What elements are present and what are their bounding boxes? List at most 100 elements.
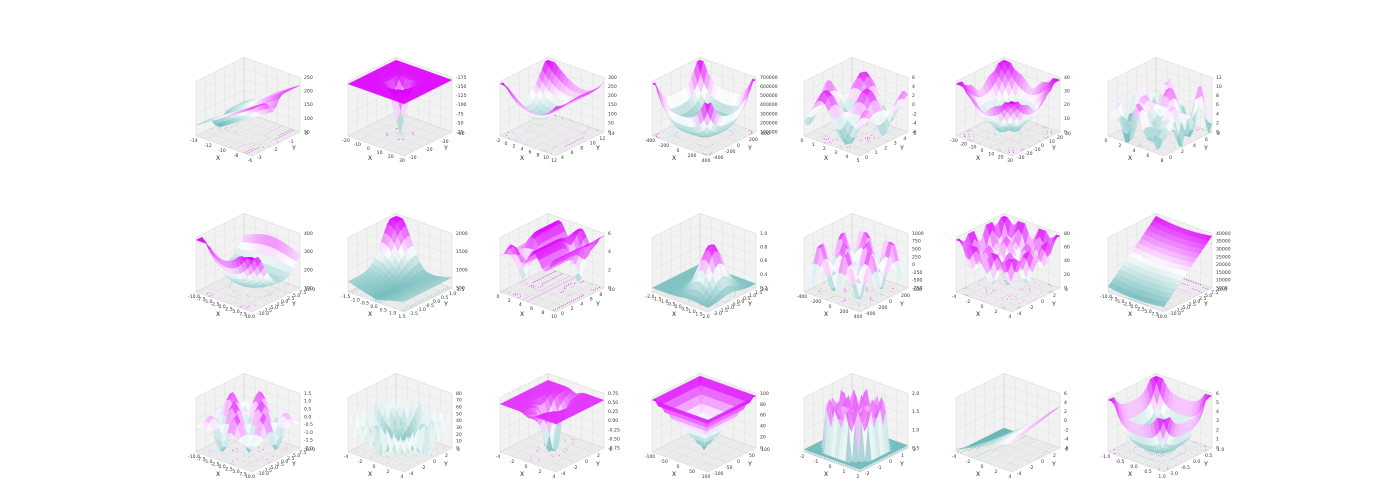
surface-mesh [1107, 215, 1213, 307]
y-tick-label: 2.5 [1199, 296, 1206, 302]
y-axis-label: Y [1051, 145, 1056, 152]
surface-plot-1-6: -30 -20 -10 0 10 20 30 -30 -20 -10 0 10 20 30 0 10 20 30 4… [938, 30, 1088, 170]
y-tick-label: 8 [580, 145, 583, 151]
y-tick-label: 30 [1065, 131, 1071, 137]
y-tick-label: 2 [1053, 453, 1056, 459]
z-tick-label: 6 [608, 231, 611, 237]
tick-labels: -2.0-1.5-1.0-0.50.0 0.5 1.0 1.5 2.0-2.0-1.5-… [646, 231, 769, 320]
x-tick-label: 0.0 [674, 304, 681, 310]
z-tick-label: 6 [1216, 391, 1219, 397]
z-tick-label: 500 [912, 247, 921, 253]
y-tick-label: -1.5 [409, 311, 418, 317]
z-tick-label: 80 [456, 391, 462, 397]
z-tick-label: 30 [1064, 89, 1070, 95]
x-tick-label: 4 [401, 474, 404, 480]
z-tick-label: 750 [912, 239, 921, 245]
y-tick-label: 8 [599, 292, 602, 298]
surface-mesh [803, 389, 909, 470]
x-tick-label: -2.5 [211, 302, 220, 308]
z-tick-label: 0 [1064, 130, 1067, 136]
y-tick-label: 0 [433, 459, 436, 465]
y-tick-label: -0.5 [425, 303, 434, 309]
y-tick-label: 0.0 [1193, 459, 1200, 465]
y-tick-label: -1.0 [1169, 471, 1178, 477]
x-tick-label: -1 [814, 459, 819, 465]
z-tick-label: 6 [1064, 391, 1067, 397]
z-tick-label: -4 [1064, 436, 1069, 442]
x-tick-label: 0 [981, 464, 984, 470]
x-tick-label: 0 [829, 464, 832, 470]
y-tick-label: 1.5 [755, 290, 762, 296]
y-axis-label: Y [899, 461, 904, 468]
y-tick-label: -0.5 [731, 302, 740, 308]
x-tick-label: -2 [496, 138, 501, 144]
z-tick-label: 20 [760, 435, 766, 441]
z-tick-label: 0.2 [760, 286, 767, 292]
y-axis-label: Y [595, 301, 600, 308]
y-axis-label: Y [443, 461, 448, 468]
x-tick-label: -2.5 [211, 462, 220, 468]
y-tick-label: 400 [761, 131, 770, 137]
tick-labels: -1.5-1.0-0.50.00.51.01.5-1.5-1.0-0.50.00… [342, 231, 468, 320]
x-tick-label: -20 [342, 138, 350, 144]
x-tick-label: 50 [689, 469, 695, 475]
x-tick-label: 12 [551, 158, 557, 164]
x-tick-label: -5.0 [1116, 299, 1125, 305]
y-tick-label: 8 [1217, 131, 1220, 137]
z-tick-label: 0 [1064, 286, 1067, 292]
x-tick-label: 2 [857, 474, 860, 480]
tick-labels: -10.0-7.5-5.0-2.50.0 2.5 5.0 7.510.0-10.0-7… [188, 231, 315, 320]
surface-plot-svg: -1.5-1.0-0.50.00.51.01.5-1.5-1.0-0.50.00… [342, 213, 468, 320]
z-tick-label: -250 [912, 270, 923, 276]
y-tick-label: -20 [1025, 151, 1033, 157]
y-axis-label: Y [1051, 301, 1056, 308]
x-axis-label: X [824, 471, 828, 478]
x-tick-label: 2 [539, 469, 542, 475]
x-tick-label: 1.0 [688, 309, 695, 315]
y-tick-label: -10 [1033, 147, 1041, 153]
y-tick-label: -10 [409, 155, 417, 161]
x-tick-label: 7.5 [1151, 312, 1158, 318]
z-tick-label: 2 [1216, 427, 1219, 433]
z-tick-label: 100 [760, 391, 769, 397]
x-tick-label: 10.0 [245, 314, 255, 320]
x-tick-label: -14 [190, 138, 198, 144]
x-tick-label: 7.5 [239, 472, 246, 478]
y-tick-label: 6 [571, 150, 574, 156]
surface-mesh [803, 71, 909, 145]
z-tick-label: 0 [912, 102, 915, 108]
x-tick-label: 2.5 [1137, 307, 1144, 313]
z-tick-label: 10 [456, 439, 462, 445]
y-tick-label: 1.0 [449, 291, 456, 297]
surface-plot-2-4: -2.0 -1.5 -1.0 -0.5 0.0 0.5 1.0 1.5 2.0 -2.0 -1.5-… [634, 186, 784, 326]
tick-labels: -20-100102030-10-20-30-40-25-50-75-100-1… [342, 75, 466, 164]
y-tick-label: -40 [457, 131, 465, 137]
x-tick-label: 2.5 [225, 467, 232, 473]
x-tick-label: 0 [801, 138, 804, 144]
surface-plot-2-2: -1.5 -1.0 -0.5 0.0 0.5 1.0 1.5 -1.5 -1.0 -0.5 0.0 0… [330, 186, 480, 326]
y-tick-label: 7.5 [299, 290, 306, 296]
y-tick-label: 12 [599, 136, 605, 142]
x-tick-label: 400 [702, 158, 711, 164]
y-tick-label: -2.5 [275, 462, 284, 468]
surface-plot-svg: -30-20-100102030-30-20-10010203001020304… [950, 57, 1071, 164]
surface-mesh [195, 390, 301, 453]
floor-pane [955, 267, 1061, 313]
y-axis-label: Y [595, 461, 600, 468]
surface-mesh [499, 219, 605, 283]
z-tick-label: 5 [1216, 400, 1219, 406]
z-tick-label: 2 [1064, 409, 1067, 415]
z-tick-label: -2 [912, 111, 917, 117]
surface-plot-2-6: -4 -2 0 2 4 -4 -2 0 2 4 0 20 40 60 80 X Y [938, 186, 1088, 326]
z-tick-label: 0 [1064, 418, 1067, 424]
z-tick-label: -125 [456, 93, 467, 99]
z-tick-label: 1000 [456, 267, 468, 273]
x-tick-label: 4 [553, 474, 556, 480]
x-tick-label: -4 [952, 294, 957, 300]
y-tick-label: -1.5 [719, 308, 728, 314]
